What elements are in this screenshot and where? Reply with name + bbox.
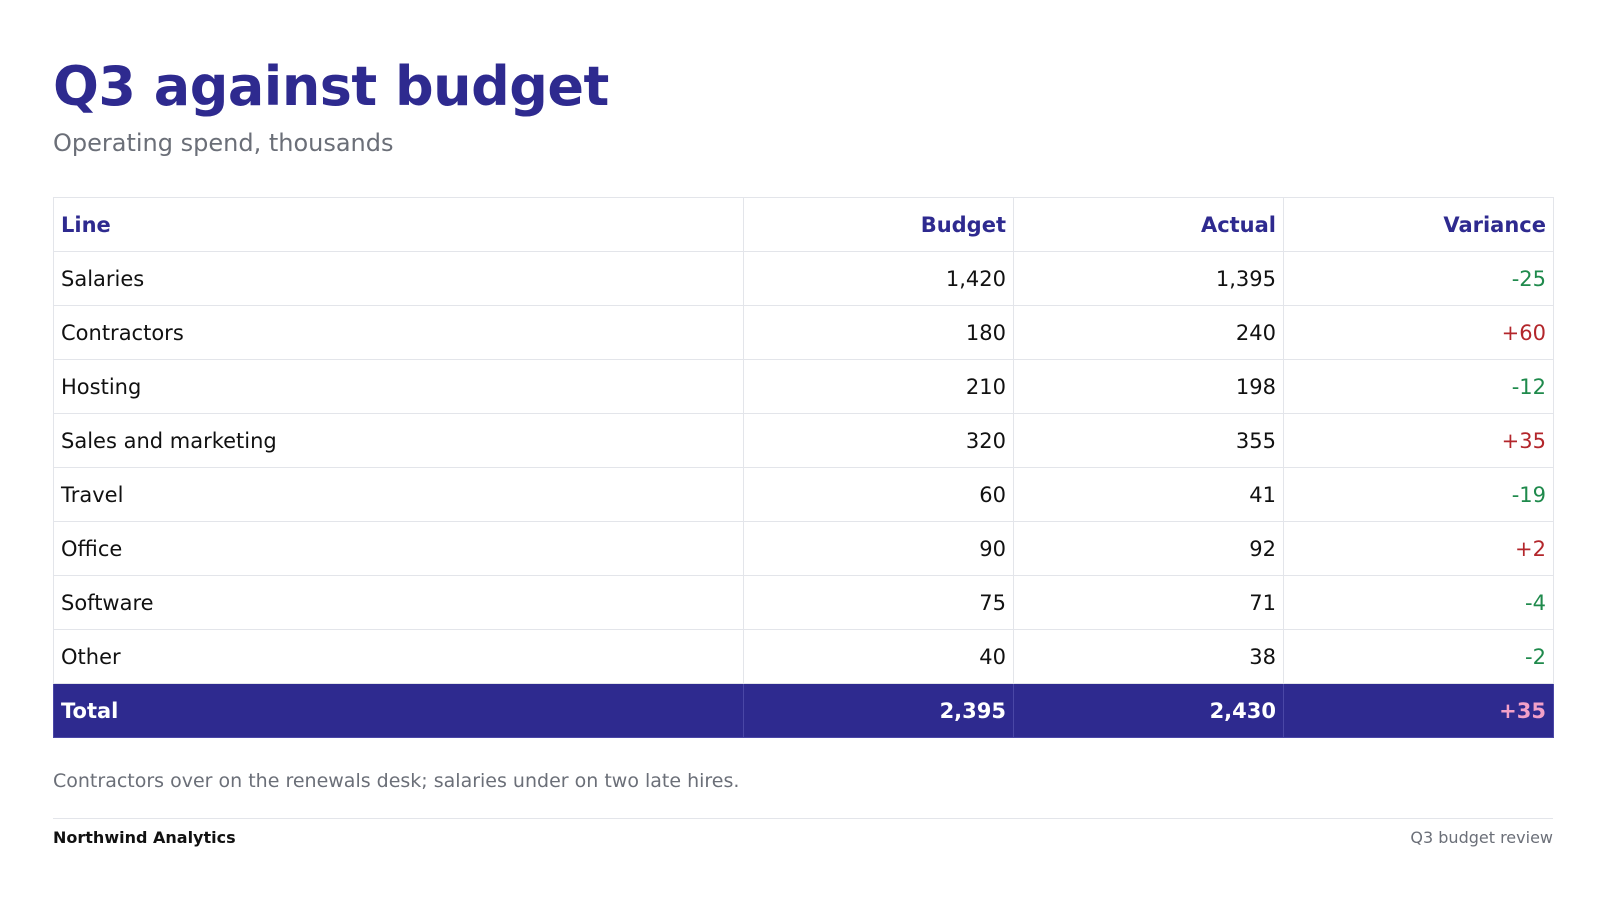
cell-actual: 92 xyxy=(1013,521,1284,576)
page-title: Q3 against budget xyxy=(53,55,609,118)
footer-deck-title: Q3 budget review xyxy=(1410,828,1553,847)
total-variance: +35 xyxy=(1283,683,1554,738)
total-budget: 2,395 xyxy=(743,683,1014,738)
table-row: Sales and marketing 320 355 +35 xyxy=(53,413,1554,468)
cell-actual: 38 xyxy=(1013,629,1284,684)
cell-line: Salaries xyxy=(53,251,744,306)
table-row: Travel 60 41 -19 xyxy=(53,467,1554,522)
cell-variance: -2 xyxy=(1283,629,1554,684)
total-actual: 2,430 xyxy=(1013,683,1284,738)
cell-line: Other xyxy=(53,629,744,684)
cell-line: Hosting xyxy=(53,359,744,414)
cell-line: Office xyxy=(53,521,744,576)
page-subtitle: Operating spend, thousands xyxy=(53,129,394,157)
table-row: Contractors 180 240 +60 xyxy=(53,305,1554,360)
cell-actual: 355 xyxy=(1013,413,1284,468)
cell-variance: +60 xyxy=(1283,305,1554,360)
cell-actual: 41 xyxy=(1013,467,1284,522)
cell-line: Sales and marketing xyxy=(53,413,744,468)
footer-divider xyxy=(53,818,1553,819)
cell-variance: +2 xyxy=(1283,521,1554,576)
cell-line: Software xyxy=(53,575,744,630)
cell-budget: 320 xyxy=(743,413,1014,468)
table-row: Other 40 38 -2 xyxy=(53,629,1554,684)
cell-variance: +35 xyxy=(1283,413,1554,468)
budget-table: Line Budget Actual Variance Salaries 1,4… xyxy=(53,197,1554,738)
column-header-line: Line xyxy=(53,197,744,252)
cell-budget: 1,420 xyxy=(743,251,1014,306)
footnote: Contractors over on the renewals desk; s… xyxy=(53,770,740,792)
cell-budget: 75 xyxy=(743,575,1014,630)
cell-budget: 210 xyxy=(743,359,1014,414)
total-row: Total 2,395 2,430 +35 xyxy=(53,683,1554,738)
cell-line: Travel xyxy=(53,467,744,522)
cell-budget: 40 xyxy=(743,629,1014,684)
cell-actual: 240 xyxy=(1013,305,1284,360)
table-row: Office 90 92 +2 xyxy=(53,521,1554,576)
footer-brand: Northwind Analytics xyxy=(53,828,236,847)
cell-actual: 198 xyxy=(1013,359,1284,414)
table-row: Salaries 1,420 1,395 -25 xyxy=(53,251,1554,306)
cell-variance: -12 xyxy=(1283,359,1554,414)
column-header-budget: Budget xyxy=(743,197,1014,252)
cell-budget: 180 xyxy=(743,305,1014,360)
cell-variance: -4 xyxy=(1283,575,1554,630)
table-row: Hosting 210 198 -12 xyxy=(53,359,1554,414)
table-row: Software 75 71 -4 xyxy=(53,575,1554,630)
column-header-variance: Variance xyxy=(1283,197,1554,252)
cell-line: Contractors xyxy=(53,305,744,360)
cell-actual: 71 xyxy=(1013,575,1284,630)
cell-actual: 1,395 xyxy=(1013,251,1284,306)
cell-variance: -19 xyxy=(1283,467,1554,522)
column-header-actual: Actual xyxy=(1013,197,1284,252)
cell-variance: -25 xyxy=(1283,251,1554,306)
total-label: Total xyxy=(53,683,744,738)
cell-budget: 90 xyxy=(743,521,1014,576)
table-header-row: Line Budget Actual Variance xyxy=(53,197,1554,252)
cell-budget: 60 xyxy=(743,467,1014,522)
